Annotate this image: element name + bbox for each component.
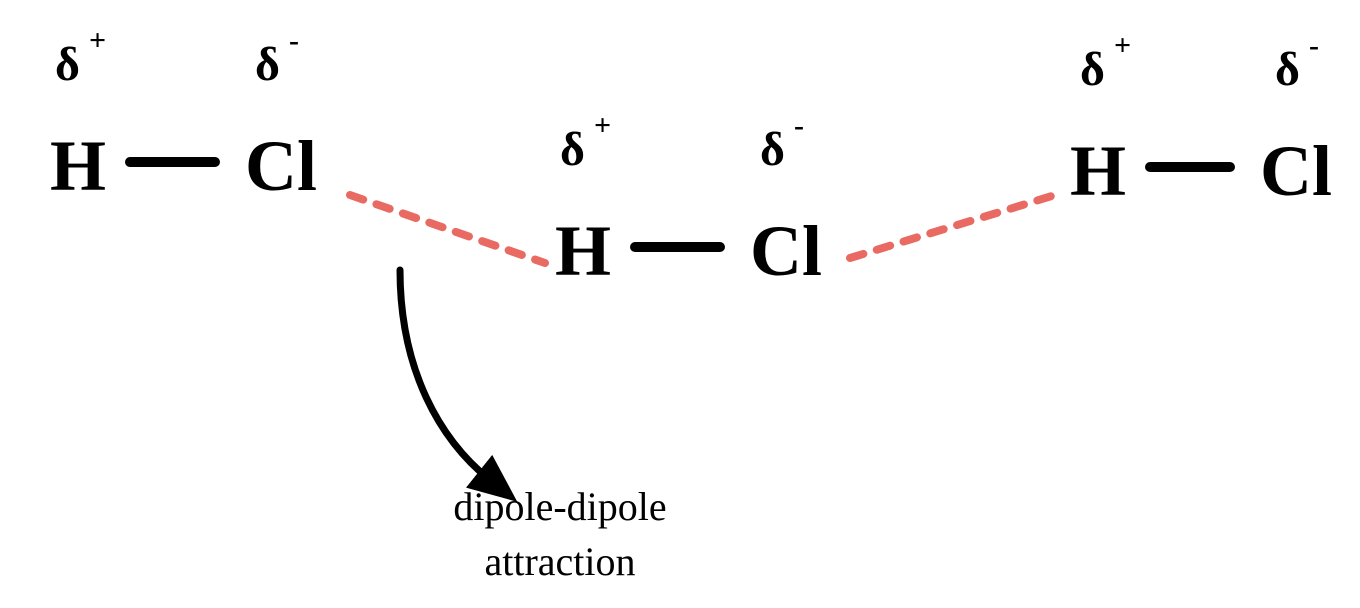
- partial-charge-delta: δ: [55, 38, 80, 91]
- atom-label-h: H: [555, 211, 611, 291]
- atom-label-cl: Cl: [245, 126, 317, 206]
- atom-label-cl: Cl: [1260, 131, 1332, 211]
- partial-charge-delta: δ: [255, 38, 280, 91]
- diagram-canvas: Hδ+Clδ-Hδ+Clδ-Hδ+Clδ-dipole-dipoleattrac…: [0, 0, 1360, 608]
- atom-label-h: H: [1070, 131, 1126, 211]
- dipole-attraction-line: [850, 195, 1055, 258]
- partial-charge-delta: δ: [560, 123, 585, 176]
- partial-charge-sign: +: [1114, 29, 1131, 62]
- annotation-arrow: [400, 270, 490, 480]
- atom-label-h: H: [50, 126, 106, 206]
- partial-charge-delta: δ: [1080, 43, 1105, 96]
- partial-charge-delta: δ: [760, 123, 785, 176]
- atom-label-cl: Cl: [750, 211, 822, 291]
- partial-charge-delta: δ: [1275, 43, 1300, 96]
- dipole-attraction-line: [350, 195, 545, 263]
- caption-line2: attraction: [484, 539, 635, 584]
- partial-charge-sign: -: [1309, 29, 1319, 62]
- partial-charge-sign: +: [594, 109, 611, 142]
- caption-line1: dipole-dipole: [453, 484, 666, 529]
- partial-charge-sign: -: [289, 24, 299, 57]
- partial-charge-sign: -: [794, 109, 804, 142]
- partial-charge-sign: +: [89, 24, 106, 57]
